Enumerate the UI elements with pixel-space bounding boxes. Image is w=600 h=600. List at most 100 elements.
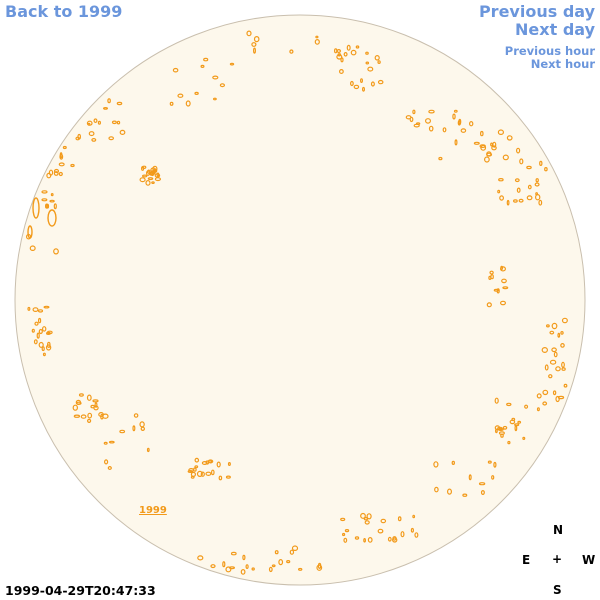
contour-mark	[428, 125, 434, 132]
contour-mark	[496, 288, 500, 294]
contour-mark	[46, 203, 50, 209]
contour-mark	[536, 393, 542, 399]
contour-mark	[146, 169, 151, 174]
next-hour-link[interactable]: Next hour	[530, 57, 595, 71]
contour-mark	[37, 309, 44, 313]
contour-mark	[414, 532, 419, 538]
contour-mark	[240, 569, 246, 575]
contour-mark	[210, 564, 216, 569]
contour-mark	[506, 402, 512, 407]
contour-mark	[315, 35, 319, 39]
contour-mark	[387, 536, 392, 542]
contour-mark	[365, 61, 370, 65]
contour-mark	[58, 171, 63, 177]
contour-mark	[177, 93, 184, 98]
contour-mark	[194, 91, 199, 96]
contour-mark	[561, 317, 568, 324]
contour-mark	[473, 141, 480, 145]
solar-disk	[14, 14, 586, 586]
next-day-link[interactable]: Next day	[515, 20, 595, 39]
contour-mark	[451, 460, 455, 465]
contour-mark	[425, 118, 432, 124]
contour-mark	[43, 305, 50, 309]
contour-mark	[172, 67, 179, 73]
contour-mark	[225, 566, 232, 573]
contour-mark	[33, 339, 38, 345]
contour-mark	[544, 166, 548, 172]
contour-mark	[336, 48, 341, 53]
contour-mark	[251, 567, 255, 571]
contour-mark	[53, 203, 57, 210]
contour-mark	[500, 300, 507, 306]
contour-mark	[557, 332, 561, 338]
contour-mark	[563, 383, 568, 388]
contour-mark	[553, 351, 558, 358]
contour-mark	[253, 47, 257, 54]
contour-mark	[27, 306, 31, 311]
contour-mark	[535, 193, 541, 201]
contour-mark	[544, 364, 549, 371]
previous-hour-link[interactable]: Previous hour	[504, 44, 595, 58]
contour-mark	[93, 118, 98, 124]
contour-mark	[53, 171, 59, 176]
contour-mark	[222, 561, 226, 568]
contour-mark	[70, 163, 75, 168]
contour-mark	[116, 101, 123, 106]
back-to-year-link[interactable]: Back to 1999	[5, 2, 123, 21]
contour-mark	[200, 471, 205, 477]
contour-mark	[454, 139, 458, 146]
contour-mark	[53, 248, 59, 255]
contour-mark	[91, 137, 97, 142]
contour-mark	[103, 441, 108, 445]
contour-mark	[49, 199, 55, 203]
contour-mark	[212, 75, 219, 80]
contour-mark	[108, 136, 115, 141]
contour-mark	[374, 54, 380, 61]
contour-mark	[538, 199, 543, 206]
previous-day-link[interactable]: Previous day	[478, 2, 595, 21]
feature-year-label[interactable]: 1999	[139, 505, 167, 516]
contour-mark	[193, 467, 197, 472]
contour-mark	[37, 317, 42, 324]
contour-mark	[314, 39, 320, 45]
contour-mark	[58, 162, 65, 167]
contour-mark	[90, 404, 96, 409]
contour-mark	[278, 558, 284, 566]
contour-mark	[36, 332, 40, 339]
contour-mark	[340, 517, 346, 522]
contour-mark	[360, 78, 364, 83]
contour-mark	[253, 35, 260, 43]
contour-mark	[519, 158, 524, 165]
contour-mark	[48, 169, 54, 176]
contour-mark	[141, 174, 148, 178]
contour-mark	[289, 49, 294, 54]
contour-mark	[412, 514, 416, 519]
contour-mark	[490, 142, 494, 147]
contour-mark	[514, 178, 520, 183]
contour-mark	[354, 536, 360, 540]
contour-mark	[539, 160, 543, 166]
contour-mark	[500, 265, 504, 270]
contour-mark	[549, 359, 557, 365]
contour-mark	[370, 81, 375, 87]
contour-mark	[400, 531, 405, 538]
contour-mark	[478, 482, 486, 486]
contour-mark	[80, 414, 87, 419]
contour-mark	[45, 344, 52, 351]
contour-mark	[203, 57, 209, 62]
contour-mark	[116, 120, 121, 125]
contour-mark	[154, 177, 161, 182]
contour-mark	[365, 51, 369, 55]
contour-mark	[551, 347, 557, 353]
contour-mark	[499, 195, 505, 201]
contour-mark	[286, 559, 291, 564]
contour-mark	[491, 475, 495, 480]
contour-mark	[41, 346, 45, 352]
contour-mark	[458, 118, 462, 125]
contour-mark	[433, 461, 439, 468]
contour-mark	[344, 528, 350, 533]
contour-mark	[86, 418, 92, 423]
contour-mark	[46, 331, 51, 335]
contour-mark	[342, 532, 346, 537]
contour-mark	[38, 328, 43, 335]
